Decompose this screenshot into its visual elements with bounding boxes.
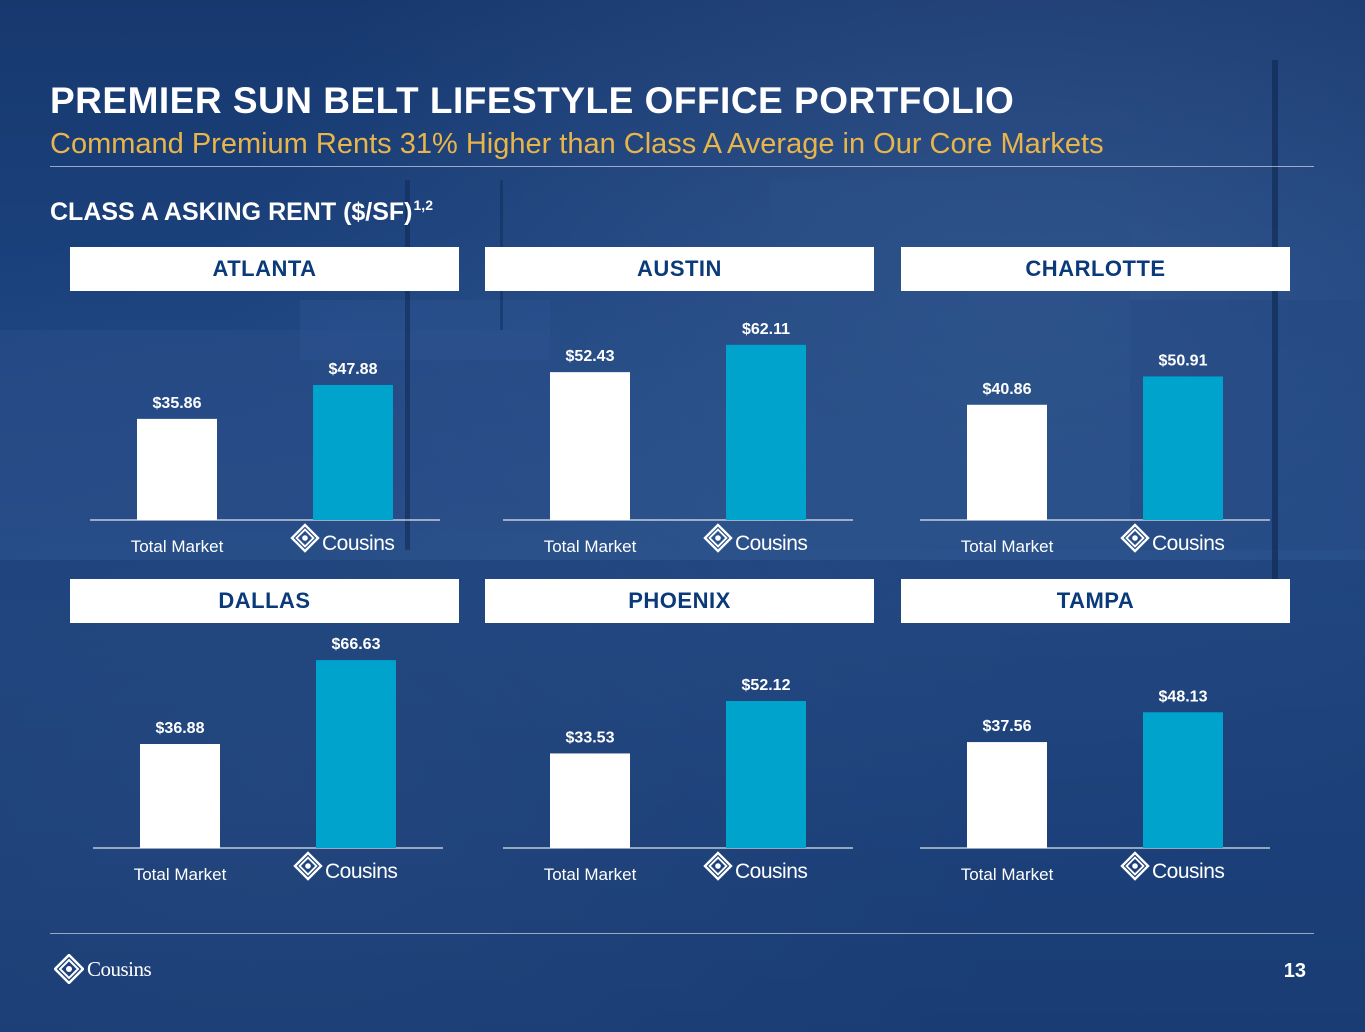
city-header-dallas: DALLAS (70, 579, 459, 623)
page-subtitle: Command Premium Rents 31% Higher than Cl… (50, 128, 1104, 160)
cousins-logo-icon (293, 851, 323, 881)
bar-cousins (726, 344, 806, 520)
bar-total-market (550, 372, 630, 520)
data-label: $33.53 (566, 729, 615, 746)
bar-cousins (1143, 376, 1223, 520)
category-label-total-market: Total Market (134, 865, 227, 884)
city-header-austin: AUSTIN (485, 247, 874, 291)
logo-diamond-inner (1125, 528, 1145, 548)
city-header-tampa: TAMPA (901, 579, 1290, 623)
bar-cousins (316, 660, 396, 848)
cousins-logo-icon (1120, 851, 1150, 881)
data-label: $66.63 (332, 636, 381, 653)
data-label: $52.12 (742, 677, 791, 694)
category-label-cousins: Cousins (322, 532, 394, 555)
chart-phoenix: $33.53 $52.12 Total Market Cousins (503, 677, 853, 884)
data-label: $48.13 (1159, 688, 1208, 705)
logo-diamond-inner (708, 856, 728, 876)
chart-tampa: $37.56 $48.13 Total Market Cousins (920, 688, 1270, 884)
category-label-cousins: Cousins (1152, 532, 1224, 555)
footer-logo-text: Cousins (87, 956, 152, 981)
section-footnote-ref: 1,2 (413, 197, 433, 213)
bar-total-market (967, 742, 1047, 848)
title-divider (50, 166, 1314, 167)
logo-diamond-inner (298, 856, 318, 876)
category-label-total-market: Total Market (544, 865, 637, 884)
footer-divider (50, 933, 1314, 934)
logo-dot (302, 535, 308, 541)
bar-cousins (313, 384, 393, 520)
category-label-total-market: Total Market (961, 537, 1054, 556)
chart-austin: $52.43 $62.11 Total Market Cousins (503, 321, 853, 556)
category-label-cousins: Cousins (735, 532, 807, 555)
data-label: $37.56 (983, 718, 1032, 735)
logo-dot (715, 863, 721, 869)
data-label: $40.86 (983, 381, 1032, 398)
city-header-phoenix: PHOENIX (485, 579, 874, 623)
data-label: $36.88 (156, 720, 205, 737)
cousins-logo-icon (54, 954, 84, 984)
page-number: 13 (1283, 960, 1306, 982)
footer-logo: Cousins (54, 954, 152, 984)
bar-cousins (726, 701, 806, 848)
category-label-cousins: Cousins (735, 860, 807, 883)
logo-dot (305, 863, 311, 869)
city-header-charlotte: CHARLOTTE (901, 247, 1290, 291)
cousins-logo-icon (703, 851, 733, 881)
bar-total-market (550, 753, 630, 848)
cousins-logo-icon (703, 523, 733, 553)
section-title-label: CLASS A ASKING RENT ($/SF) (50, 198, 413, 226)
logo-dot (1132, 863, 1138, 869)
category-label-total-market: Total Market (131, 537, 224, 556)
section-title: CLASS A ASKING RENT ($/SF)1,2 (50, 197, 433, 227)
data-label: $62.11 (742, 321, 790, 338)
logo-diamond-outer (703, 523, 733, 553)
chart-atlanta: $35.86 $47.88 Total Market Cousins (90, 361, 440, 556)
data-label: $47.88 (329, 361, 378, 378)
logo-diamond-inner (708, 528, 728, 548)
logo-diamond-outer (293, 851, 323, 881)
bar-total-market (137, 418, 217, 520)
data-label: $35.86 (153, 395, 202, 412)
category-label-total-market: Total Market (961, 865, 1054, 884)
bar-total-market (967, 404, 1047, 520)
data-label: $52.43 (566, 348, 615, 365)
category-label-cousins: Cousins (1152, 860, 1224, 883)
bar-cousins (1143, 712, 1223, 848)
logo-diamond-outer (703, 851, 733, 881)
data-label: $50.91 (1159, 352, 1208, 369)
cousins-logo-icon (290, 523, 320, 553)
category-label-total-market: Total Market (544, 537, 637, 556)
logo-dot (715, 535, 721, 541)
chart-dallas: $36.88 $66.63 Total Market Cousins (93, 636, 443, 884)
bar-total-market (140, 743, 220, 848)
chart-charlotte: $40.86 $50.91 Total Market Cousins (920, 352, 1270, 556)
category-label-cousins: Cousins (325, 860, 397, 883)
logo-diamond-inner (1125, 856, 1145, 876)
logo-diamond-inner (295, 528, 315, 548)
city-header-atlanta: ATLANTA (70, 247, 459, 291)
logo-diamond-outer (290, 523, 320, 553)
logo-diamond-outer (1120, 523, 1150, 553)
page-title: PREMIER SUN BELT LIFESTYLE OFFICE PORTFO… (50, 80, 1015, 121)
logo-diamond-outer (1120, 851, 1150, 881)
logo-dot (1132, 535, 1138, 541)
cousins-logo-icon (1120, 523, 1150, 553)
